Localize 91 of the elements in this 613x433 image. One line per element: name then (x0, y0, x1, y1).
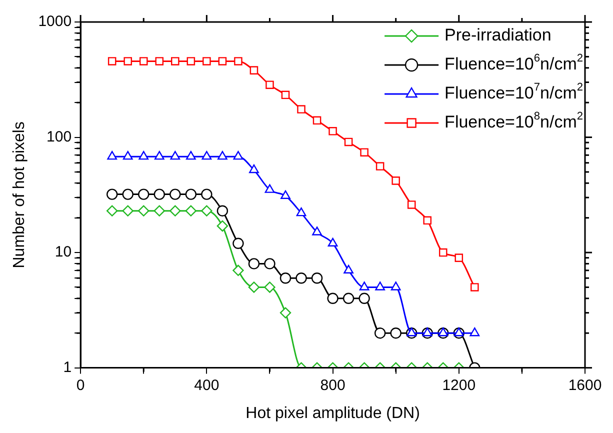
point (108, 57, 116, 66)
point (375, 282, 386, 290)
point (264, 282, 276, 293)
point (470, 328, 480, 336)
point (154, 205, 165, 216)
point (470, 283, 479, 292)
point (296, 272, 307, 284)
point (170, 188, 181, 200)
x-tick-label: 1600 (568, 376, 602, 394)
point (107, 150, 118, 160)
point (454, 254, 464, 262)
point (185, 205, 197, 216)
point (202, 57, 211, 66)
point (234, 57, 242, 66)
point (186, 57, 196, 66)
point (122, 205, 134, 216)
point (359, 282, 370, 290)
y-tick-label: 100 (46, 128, 72, 146)
point (202, 150, 212, 160)
point (376, 162, 384, 170)
point (406, 328, 417, 336)
point (281, 90, 290, 100)
point (250, 66, 258, 74)
point (201, 188, 212, 200)
point (344, 138, 353, 146)
point (170, 205, 181, 216)
point (248, 258, 260, 270)
x-tick-label: 800 (320, 376, 346, 394)
x-axis-title: Hot pixel amplitude (DN) (246, 404, 420, 422)
y-tick-label: 1000 (38, 13, 72, 30)
point (139, 57, 148, 66)
point (216, 220, 228, 232)
point (264, 258, 276, 270)
point (328, 127, 337, 136)
y-tick-label: 10 (54, 244, 72, 261)
point (297, 105, 306, 114)
point (407, 200, 416, 209)
x-tick-label: 1200 (442, 376, 476, 394)
point (154, 150, 164, 160)
point (122, 188, 134, 200)
point (438, 248, 448, 257)
legend-label: Pre-irradiation (444, 26, 552, 45)
point (106, 188, 118, 200)
point (280, 307, 292, 318)
point (454, 328, 464, 336)
point (138, 205, 150, 216)
point (360, 148, 368, 156)
point (422, 328, 432, 336)
point (201, 205, 212, 216)
point (138, 150, 149, 160)
point (280, 272, 292, 284)
point (344, 264, 354, 274)
point (185, 188, 197, 200)
x-tick-label: 0 (76, 376, 85, 394)
point (232, 264, 244, 276)
point (328, 238, 338, 247)
point (342, 292, 354, 304)
point (232, 238, 244, 250)
point (390, 328, 402, 339)
point (296, 207, 306, 216)
point (438, 328, 448, 336)
point (423, 216, 432, 225)
point (249, 164, 259, 174)
point (216, 205, 228, 216)
point (264, 184, 275, 193)
point (218, 57, 227, 66)
point (392, 176, 400, 185)
point (154, 188, 165, 200)
y-axis-title: Number of hot pixels (11, 122, 28, 268)
point (266, 80, 274, 89)
point (390, 282, 401, 290)
point (171, 57, 180, 66)
point (106, 205, 118, 216)
point (312, 116, 322, 125)
point (312, 226, 322, 236)
y-tick-label: 1 (63, 358, 72, 376)
point (311, 272, 323, 284)
point (248, 282, 260, 293)
point (170, 150, 180, 160)
point (327, 292, 338, 304)
point (374, 328, 386, 339)
point (138, 188, 150, 200)
point (124, 57, 132, 66)
point (233, 150, 244, 160)
point (122, 150, 133, 160)
x-tick-label: 400 (194, 376, 220, 394)
point (358, 292, 370, 304)
point (155, 57, 164, 66)
point (186, 150, 196, 160)
point (218, 150, 228, 160)
point (280, 190, 290, 199)
